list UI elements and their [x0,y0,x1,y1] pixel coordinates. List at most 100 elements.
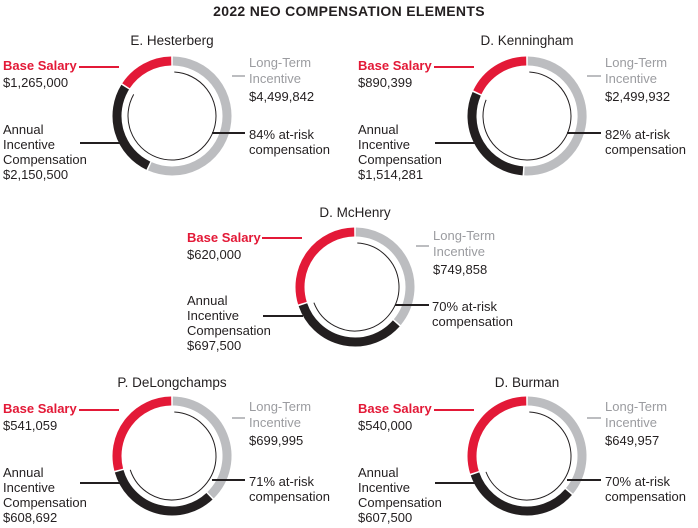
annual-incentive-segment [114,469,213,516]
executive-name: D. Kenningham [480,33,574,48]
at-risk-line-1: 70% at-risk [432,299,498,314]
lti-label: Long-Term Incentive $649,957 [605,399,667,448]
lti-value: $649,957 [605,433,660,448]
base-salary-segment [295,227,355,305]
aic-value: $2,150,500 [3,167,69,182]
executive-name: E. Hesterberg [130,33,214,48]
annual-incentive-segment [467,91,524,176]
aic-title-1: Annual [358,465,399,480]
lti-label: Long-Term Incentive $749,858 [433,228,495,277]
aic-title-1: Annual [3,465,44,480]
at-risk-line-2: compensation [605,489,686,504]
base-salary-segment [122,56,172,89]
lti-segment [527,396,587,494]
at-risk-label: 84% at-risk compensation [249,127,330,157]
lti-title-2: Incentive [605,71,658,86]
base-salary-title: Base Salary [3,58,77,73]
aic-title-2: Incentive [358,480,411,495]
base-salary-label: Base Salary $890,399 [358,58,432,90]
lti-title-2: Incentive [433,244,486,259]
lti-segment [355,227,415,326]
base-salary-label: Base Salary $620,000 [187,230,261,262]
at-risk-label: 82% at-risk compensation [605,127,686,157]
base-salary-value: $1,265,000 [3,75,69,90]
base-salary-title: Base Salary [3,401,77,416]
base-salary-value: $540,000 [358,418,413,433]
aic-title-3: Compensation [3,495,87,510]
base-salary-title: Base Salary [358,58,432,73]
aic-label: Annual Incentive Compensation $1,514,281 [358,122,442,182]
at-risk-label: 70% at-risk compensation [432,299,513,329]
lti-value: $749,858 [433,262,488,277]
executive-name: D. Burman [494,375,560,390]
base-salary-segment [467,396,527,474]
base-salary-value: $890,399 [358,75,413,90]
aic-title-1: Annual [358,122,399,137]
aic-label: Annual Incentive Compensation $697,500 [187,293,271,353]
at-risk-line-1: 71% at-risk [249,474,315,489]
aic-label: Annual Incentive Compensation $607,500 [358,465,442,525]
lti-title-1: Long-Term [249,55,312,70]
aic-title-3: Compensation [187,323,271,338]
at-risk-line-2: compensation [432,314,513,329]
at-risk-arc [313,242,400,332]
aic-value: $697,500 [187,338,242,353]
lti-label: Long-Term Incentive $699,995 [249,399,311,448]
base-salary-segment [112,396,172,471]
annual-incentive-segment [298,303,400,347]
at-risk-line-1: 70% at-risk [605,474,671,489]
annual-incentive-segment [470,472,572,516]
at-risk-arc [129,411,217,501]
aic-label: Annual Incentive Compensation $2,150,500 [3,122,87,182]
base-salary-value: $620,000 [187,247,242,262]
aic-label: Annual Incentive Compensation $608,692 [3,465,87,525]
lti-value: $2,499,932 [605,89,671,104]
aic-title-2: Incentive [3,480,56,495]
lti-title-2: Incentive [249,415,302,430]
base-salary-label: Base Salary $541,059 [3,401,77,433]
aic-title-2: Incentive [3,137,56,152]
at-risk-line-1: 82% at-risk [605,127,671,142]
lti-title-2: Incentive [249,71,302,86]
annual-incentive-segment [112,84,151,170]
aic-title-1: Annual [3,122,44,137]
base-salary-title: Base Salary [187,230,261,245]
aic-value: $608,692 [3,510,58,525]
lti-value: $4,499,842 [249,89,315,104]
lti-label: Long-Term Incentive $4,499,842 [249,55,314,104]
lti-title-2: Incentive [605,415,658,430]
aic-title-3: Compensation [358,495,442,510]
at-risk-line-1: 84% at-risk [249,127,315,142]
executive-name: D. McHenry [319,205,391,220]
lti-segment [147,56,232,176]
lti-label: Long-Term Incentive $2,499,932 [605,55,670,104]
lti-title-1: Long-Term [249,399,312,414]
aic-title-3: Compensation [3,152,87,167]
lti-title-1: Long-Term [433,228,496,243]
at-risk-line-2: compensation [249,489,330,504]
base-salary-label: Base Salary $540,000 [358,401,432,433]
base-salary-segment [473,56,527,95]
executive-name: P. DeLongchamps [117,375,227,390]
aic-title-2: Incentive [358,137,411,152]
lti-title-1: Long-Term [605,55,668,70]
aic-value: $607,500 [358,510,413,525]
aic-title-2: Incentive [187,308,240,323]
base-salary-label: Base Salary $1,265,000 [3,58,77,90]
at-risk-line-2: compensation [249,142,330,157]
at-risk-label: 71% at-risk compensation [249,474,330,504]
lti-value: $699,995 [249,433,304,448]
at-risk-arc [127,71,217,161]
at-risk-arc [485,411,572,501]
lti-segment [172,396,232,499]
page-title: 2022 NEO COMPENSATION ELEMENTS [213,3,485,19]
lti-title-1: Long-Term [605,399,668,414]
aic-title-3: Compensation [358,152,442,167]
base-salary-title: Base Salary [358,401,432,416]
base-salary-value: $541,059 [3,418,58,433]
at-risk-arc [482,71,572,161]
aic-title-1: Annual [187,293,228,308]
at-risk-line-2: compensation [605,142,686,157]
at-risk-label: 70% at-risk compensation [605,474,686,504]
